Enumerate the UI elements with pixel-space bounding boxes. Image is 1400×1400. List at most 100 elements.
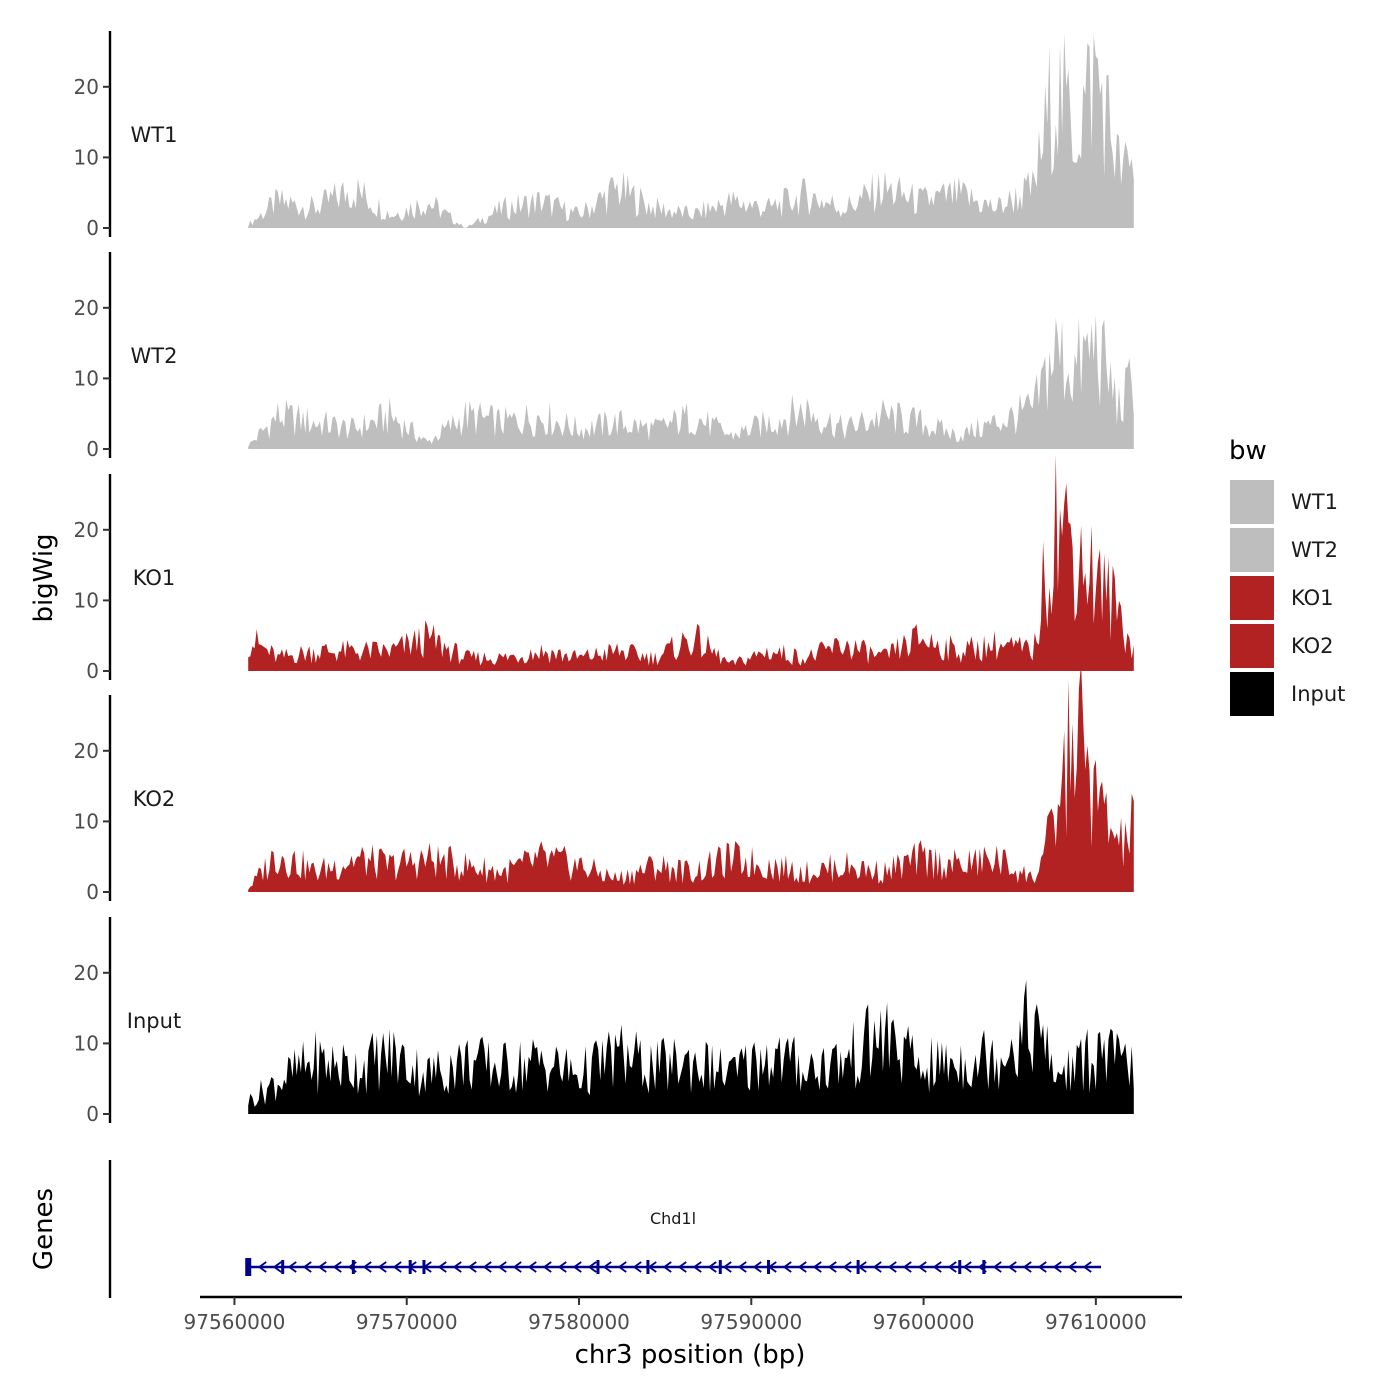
strand-arrow [362,1261,372,1273]
x-tick-label: 97580000 [528,1310,630,1334]
strand-arrow [377,1261,387,1273]
strand-arrow [272,1261,282,1273]
strand-arrow [722,1261,732,1273]
strand-arrow [572,1261,582,1273]
y-tick-label: 0 [86,1102,99,1126]
x-tick-label: 97610000 [1045,1310,1147,1334]
legend-label: KO2 [1291,634,1334,658]
strand-arrow [887,1261,897,1273]
signal-area-KO1 [248,454,1134,671]
y-axis-title: bigWig [29,533,59,622]
y-tick-label: 0 [86,659,99,683]
strand-arrow [917,1261,927,1273]
track-label: KO1 [133,566,176,590]
strand-arrow [482,1261,492,1273]
strand-arrow [257,1261,267,1273]
gene-label: Chd1l [650,1209,696,1228]
track-label: WT1 [131,123,178,147]
x-axis: 97560000 97570000 97580000 97590000 97600000… [184,1295,1182,1334]
y-tick-label: 20 [74,75,99,99]
gene-exon [767,1260,771,1274]
y-tick-label: 20 [74,296,99,320]
y-tick-label: 10 [74,809,99,833]
y-tick-label: 10 [74,588,99,612]
strand-arrow [467,1261,477,1273]
gene-exon [351,1260,355,1274]
y-tick-label: 10 [74,145,99,169]
gene-exon [245,1258,252,1276]
y-tick-label: 10 [74,1031,99,1055]
strand-arrow [677,1261,687,1273]
strand-arrow [812,1261,822,1273]
strand-arrow [947,1261,957,1273]
x-tick-label: 97590000 [700,1310,802,1334]
strand-arrow [437,1261,447,1273]
strand-arrow [512,1261,522,1273]
strand-arrow [557,1261,567,1273]
y-tick-label: 10 [74,366,99,390]
signal-area-WT2 [248,314,1134,449]
strand-arrow [302,1261,312,1273]
strand-arrow [902,1261,912,1273]
strand-arrow [632,1261,642,1273]
track-WT1: 0 10 20 WT1 [74,31,1134,240]
strand-arrow [287,1261,297,1273]
strand-arrow [962,1261,972,1273]
gene-exon [982,1260,986,1274]
strand-arrow [737,1261,747,1273]
x-tick-label: 97570000 [356,1310,458,1334]
track-KO2: 0 10 20 KO2 [74,662,1134,904]
strand-arrow [452,1261,462,1273]
strand-arrow [842,1261,852,1273]
gene-exon [718,1260,722,1274]
legend-label: KO1 [1291,586,1334,610]
gene-exon [856,1260,860,1274]
strand-arrow [932,1261,942,1273]
legend-swatch [1230,672,1274,716]
strand-arrow [392,1261,402,1273]
strand-arrow [602,1261,612,1273]
y-tick-label: 20 [74,961,99,985]
y-tick-label: 0 [86,880,99,904]
track-KO1: 0 10 20 KO1 [74,454,1134,683]
gene-exon [646,1260,650,1274]
strand-arrow [617,1261,627,1273]
gene-exon [596,1260,600,1274]
legend-swatch [1230,480,1274,524]
gene-exon [281,1260,285,1274]
y-tick-label: 0 [86,437,99,461]
strand-arrow [827,1261,837,1273]
genes-track-title: Genes [29,1188,59,1270]
legend-label: Input [1291,682,1345,706]
strand-arrow [497,1261,507,1273]
strand-arrow [1052,1261,1062,1273]
strand-arrow [317,1261,327,1273]
gene-exon [408,1260,412,1274]
legend-label: WT2 [1291,538,1338,562]
strand-arrow [1007,1261,1017,1273]
strand-arrow [872,1261,882,1273]
strand-arrow [587,1261,597,1273]
x-axis-title: chr3 position (bp) [575,1340,806,1370]
strand-arrow [707,1261,717,1273]
legend-label: WT1 [1291,490,1338,514]
strand-arrow [692,1261,702,1273]
legend-swatch [1230,576,1274,620]
strand-arrow [527,1261,537,1273]
strand-arrow [662,1261,672,1273]
strand-arrow [1082,1261,1092,1273]
strand-arrow [782,1261,792,1273]
track-WT2: 0 10 20 WT2 [74,252,1134,461]
signal-area-Input [248,980,1134,1114]
strand-arrow [542,1261,552,1273]
x-tick-label: 97600000 [873,1310,975,1334]
strand-arrow [332,1261,342,1273]
strand-arrow [992,1261,1002,1273]
y-tick-label: 0 [86,216,99,240]
track-Input: 0 10 20 Input [74,917,1134,1126]
track-label: Input [127,1009,181,1033]
y-tick-label: 20 [74,739,99,763]
legend-title: bw [1229,436,1267,466]
x-tick-label: 97560000 [184,1310,286,1334]
strand-arrow [1022,1261,1032,1273]
